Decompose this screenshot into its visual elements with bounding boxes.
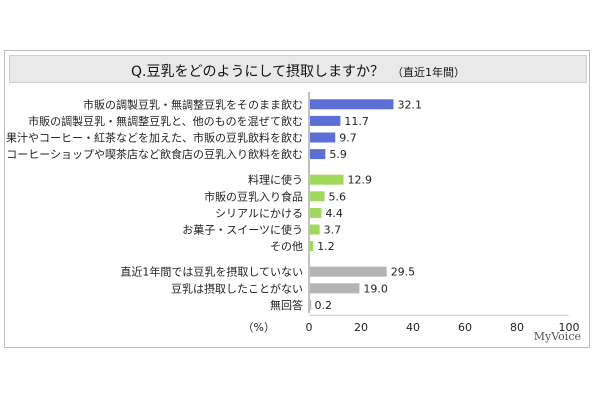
value-label: 1.2 bbox=[317, 240, 335, 253]
value-label: 29.5 bbox=[391, 266, 416, 279]
bar-2 bbox=[310, 115, 341, 126]
value-label: 0.2 bbox=[315, 299, 333, 312]
value-label: 4.4 bbox=[325, 207, 343, 220]
category-label: その他 bbox=[270, 240, 303, 253]
value-label: 3.7 bbox=[324, 224, 342, 237]
category-label: 市販の調製豆乳・無調整豆乳と、他のものを混ぜて飲む bbox=[28, 114, 303, 128]
category-label: 直近1年間では豆乳を摂取していない bbox=[120, 265, 303, 279]
title-main: Q.豆乳をどのようにして摂取しますか？ bbox=[130, 64, 385, 80]
bar-5 bbox=[310, 174, 344, 185]
x-tick-label: 100 bbox=[559, 321, 580, 334]
bar-3 bbox=[310, 132, 336, 143]
x-tick-label: 20 bbox=[354, 321, 368, 334]
category-label: 料理に使う bbox=[248, 173, 303, 187]
chart-frame: Q.豆乳をどのようにして摂取しますか？ （直近1年間） 市販の調製豆乳・無調整豆乳… bbox=[4, 50, 590, 348]
bar-12 bbox=[310, 299, 312, 310]
x-tick-label: 0 bbox=[306, 321, 313, 334]
unit-label: （%） bbox=[243, 321, 275, 334]
bar-8 bbox=[310, 224, 320, 235]
title-subtitle: （直近1年間） bbox=[392, 66, 466, 79]
value-label: 5.9 bbox=[329, 148, 347, 161]
bar-10 bbox=[310, 266, 387, 277]
category-label: 無回答 bbox=[270, 298, 303, 312]
bar-6 bbox=[310, 191, 325, 202]
category-label: 豆乳は摂取したことがない bbox=[171, 281, 303, 295]
category-label: お菓子・スイーツに使う bbox=[182, 224, 303, 237]
bar-11 bbox=[310, 283, 360, 294]
x-tick-label: 60 bbox=[458, 321, 472, 334]
bar-1 bbox=[310, 99, 394, 110]
bar-chart: 市販の調製豆乳・無調整豆乳をそのまま飲む 32.1 市販の調製豆乳・無調整豆乳と、他… bbox=[6, 92, 580, 334]
category-label: シリアルにかける bbox=[215, 207, 303, 220]
title-bar: Q.豆乳をどのようにして摂取しますか？ （直近1年間） bbox=[9, 55, 587, 83]
bar-9 bbox=[310, 241, 314, 252]
value-label: 19.0 bbox=[363, 282, 388, 295]
category-label: 果汁やコーヒー・紅茶などを加えた、市販の豆乳飲料を飲む bbox=[6, 131, 303, 145]
category-label: 市販の調製豆乳・無調整豆乳をそのまま飲む bbox=[83, 97, 303, 111]
category-label: 市販の豆乳入り食品 bbox=[204, 189, 303, 203]
value-label: 12.9 bbox=[348, 174, 373, 187]
bar-4 bbox=[310, 149, 326, 160]
bar-7 bbox=[310, 207, 322, 218]
chart-title: Q.豆乳をどのようにして摂取しますか？ （直近1年間） bbox=[10, 61, 586, 81]
value-label: 11.7 bbox=[344, 115, 369, 128]
value-label: 9.7 bbox=[339, 132, 357, 145]
brand-logo: MyVoice bbox=[533, 330, 581, 343]
value-label: 5.6 bbox=[329, 190, 347, 203]
x-tick-label: 40 bbox=[406, 321, 420, 334]
x-tick-label: 80 bbox=[510, 321, 524, 334]
category-label: コーヒーショップや喫茶店など飲食店の豆乳入り飲料を飲む bbox=[6, 147, 303, 161]
value-label: 32.1 bbox=[397, 98, 422, 111]
